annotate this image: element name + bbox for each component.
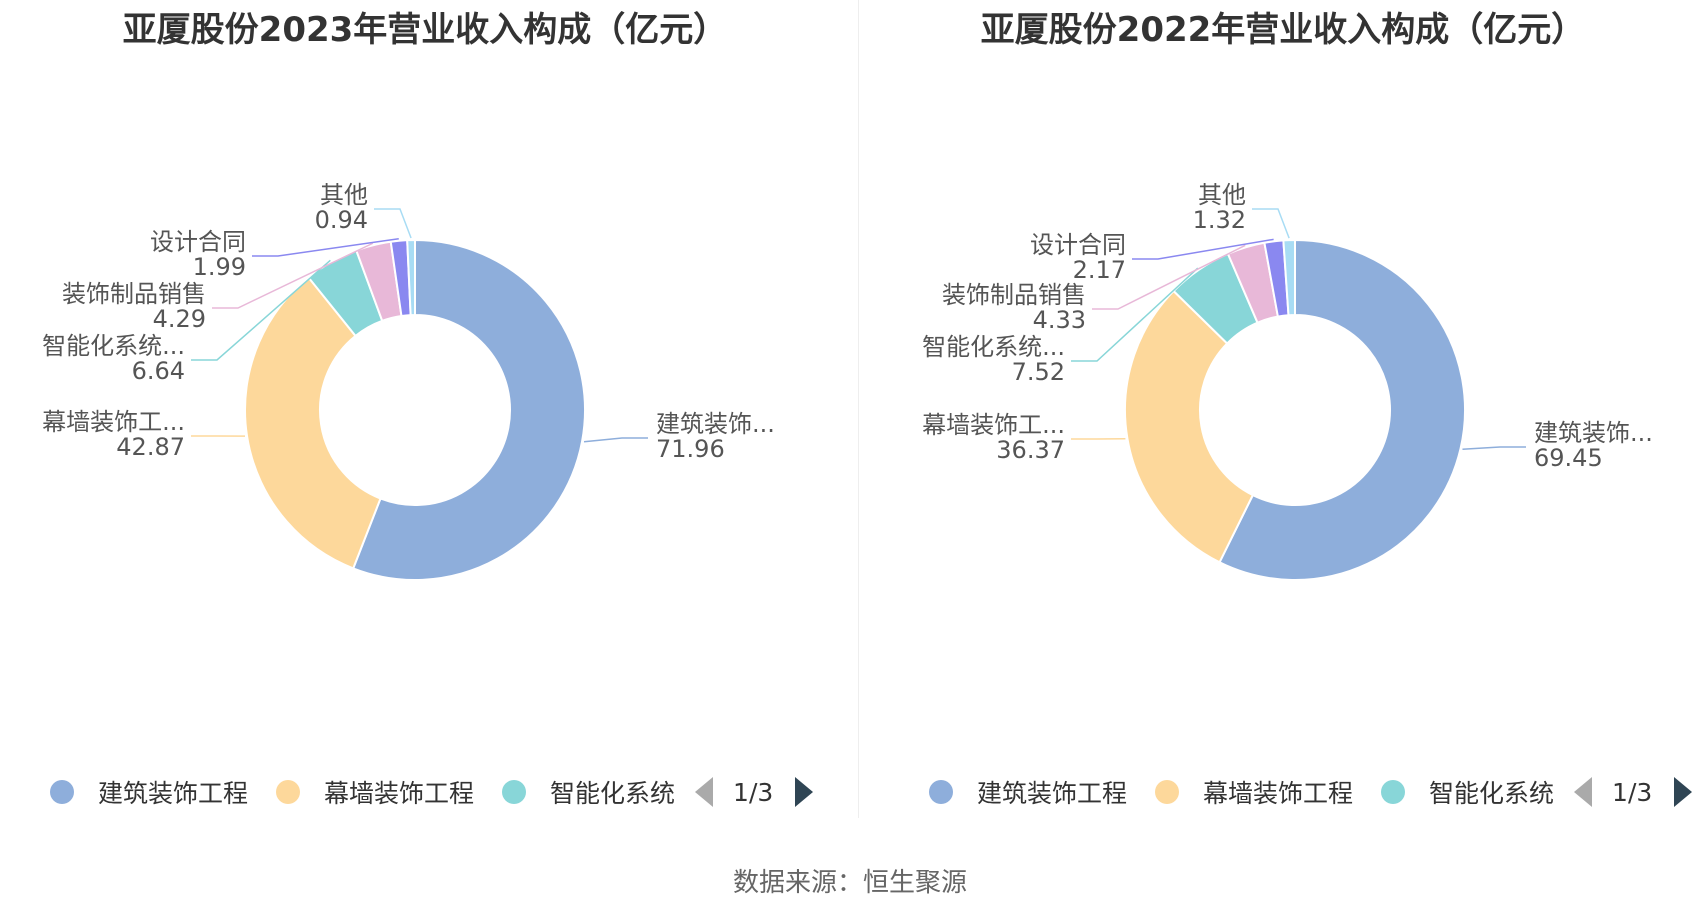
legend-marker: [929, 780, 953, 804]
slice-category-label: 智能化系统...: [922, 333, 1065, 361]
legend-label: 幕墙装饰工程: [1203, 779, 1354, 808]
legend-item-building-decoration[interactable]: 建筑装饰工程: [929, 774, 1127, 810]
slice-value-label: 4.29: [153, 305, 206, 333]
label-leader-line: [1252, 208, 1290, 239]
legend-label: 建筑装饰工程: [98, 779, 249, 808]
legend-label: 智能化系统: [550, 779, 676, 808]
label-leader-line: [212, 242, 374, 309]
slice-category-label: 建筑装饰...: [1534, 419, 1653, 447]
legend-marker: [276, 780, 301, 804]
next-page-icon[interactable]: [795, 777, 814, 807]
legend-marker: [1381, 780, 1406, 804]
next-page-icon[interactable]: [1674, 777, 1693, 807]
legend-label: 幕墙装饰工程: [324, 779, 475, 808]
slice-value-label: 7.52: [1012, 358, 1065, 386]
legend-pager: 1/3: [1574, 777, 1693, 807]
label-leader-line: [583, 437, 648, 443]
donut-slice[interactable]: [406, 238, 416, 317]
legend-page-indicator: 1/3: [1612, 777, 1653, 807]
slice-value-label: 42.87: [116, 433, 185, 461]
panel-divider: [858, 0, 859, 818]
label-leader-line: [191, 259, 331, 361]
prev-page-icon[interactable]: [1574, 777, 1593, 807]
donut-slice[interactable]: [1282, 238, 1296, 317]
data-source-note: 数据来源：恒生聚源: [732, 868, 967, 898]
slice-category-label: 装饰制品销售: [62, 280, 206, 308]
legend-2023: 建筑装饰工程 幕墙装饰工程 智能化系统 1/3: [50, 772, 814, 812]
legend-item-intelligent-system[interactable]: 智能化系统: [1381, 774, 1554, 810]
label-leader-line: [374, 208, 412, 239]
prev-page-icon[interactable]: [695, 777, 714, 807]
donut-slice[interactable]: [244, 276, 382, 570]
slice-value-label: 69.45: [1534, 444, 1603, 472]
chart-title-2023: 亚厦股份2023年营业收入构成（亿元）: [122, 10, 728, 50]
legend-page-indicator: 1/3: [733, 777, 774, 807]
slice-value-label: 0.94: [315, 206, 368, 234]
slice-category-label: 其他: [320, 181, 368, 209]
legend-marker: [50, 780, 74, 804]
slice-category-label: 智能化系统...: [42, 332, 185, 360]
label-leader-line: [252, 238, 399, 257]
slice-category-label: 建筑装饰...: [656, 410, 775, 438]
slice-category-label: 幕墙装饰工...: [922, 411, 1065, 439]
donut-slice[interactable]: [1124, 289, 1255, 564]
legend-item-curtain-wall[interactable]: 幕墙装饰工程: [1155, 774, 1353, 810]
chart-title-2022: 亚厦股份2022年营业收入构成（亿元）: [980, 10, 1586, 50]
donut-slice[interactable]: [351, 238, 586, 581]
legend-marker: [502, 780, 527, 804]
slice-category-label: 设计合同: [150, 228, 246, 256]
slice-category-label: 设计合同: [1030, 231, 1126, 259]
legend-2022: 建筑装饰工程 幕墙装饰工程 智能化系统 1/3: [929, 772, 1693, 812]
slice-value-label: 4.33: [1033, 306, 1086, 334]
legend-marker: [1155, 780, 1180, 804]
donut-slice[interactable]: [1218, 238, 1466, 581]
slice-value-label: 1.32: [1193, 206, 1246, 234]
label-leader-line: [1462, 446, 1526, 450]
legend-pager: 1/3: [695, 777, 814, 807]
legend-item-curtain-wall[interactable]: 幕墙装饰工程: [276, 774, 474, 810]
legend-label: 建筑装饰工程: [977, 779, 1128, 808]
label-leader-line: [1132, 238, 1274, 260]
label-leader-line: [1092, 244, 1246, 310]
legend-item-building-decoration[interactable]: 建筑装饰工程: [50, 774, 248, 810]
slice-value-label: 2.17: [1073, 256, 1126, 284]
slice-value-label: 6.64: [132, 357, 185, 385]
slice-value-label: 36.37: [996, 436, 1065, 464]
label-leader-line: [1071, 267, 1199, 362]
slice-category-label: 其他: [1198, 181, 1246, 209]
legend-item-intelligent-system[interactable]: 智能化系统: [502, 774, 675, 810]
slice-category-label: 装饰制品销售: [942, 281, 1086, 309]
slice-value-label: 71.96: [656, 435, 725, 463]
slice-category-label: 幕墙装饰工...: [42, 408, 185, 436]
slice-value-label: 1.99: [193, 253, 246, 281]
legend-label: 智能化系统: [1429, 779, 1555, 808]
